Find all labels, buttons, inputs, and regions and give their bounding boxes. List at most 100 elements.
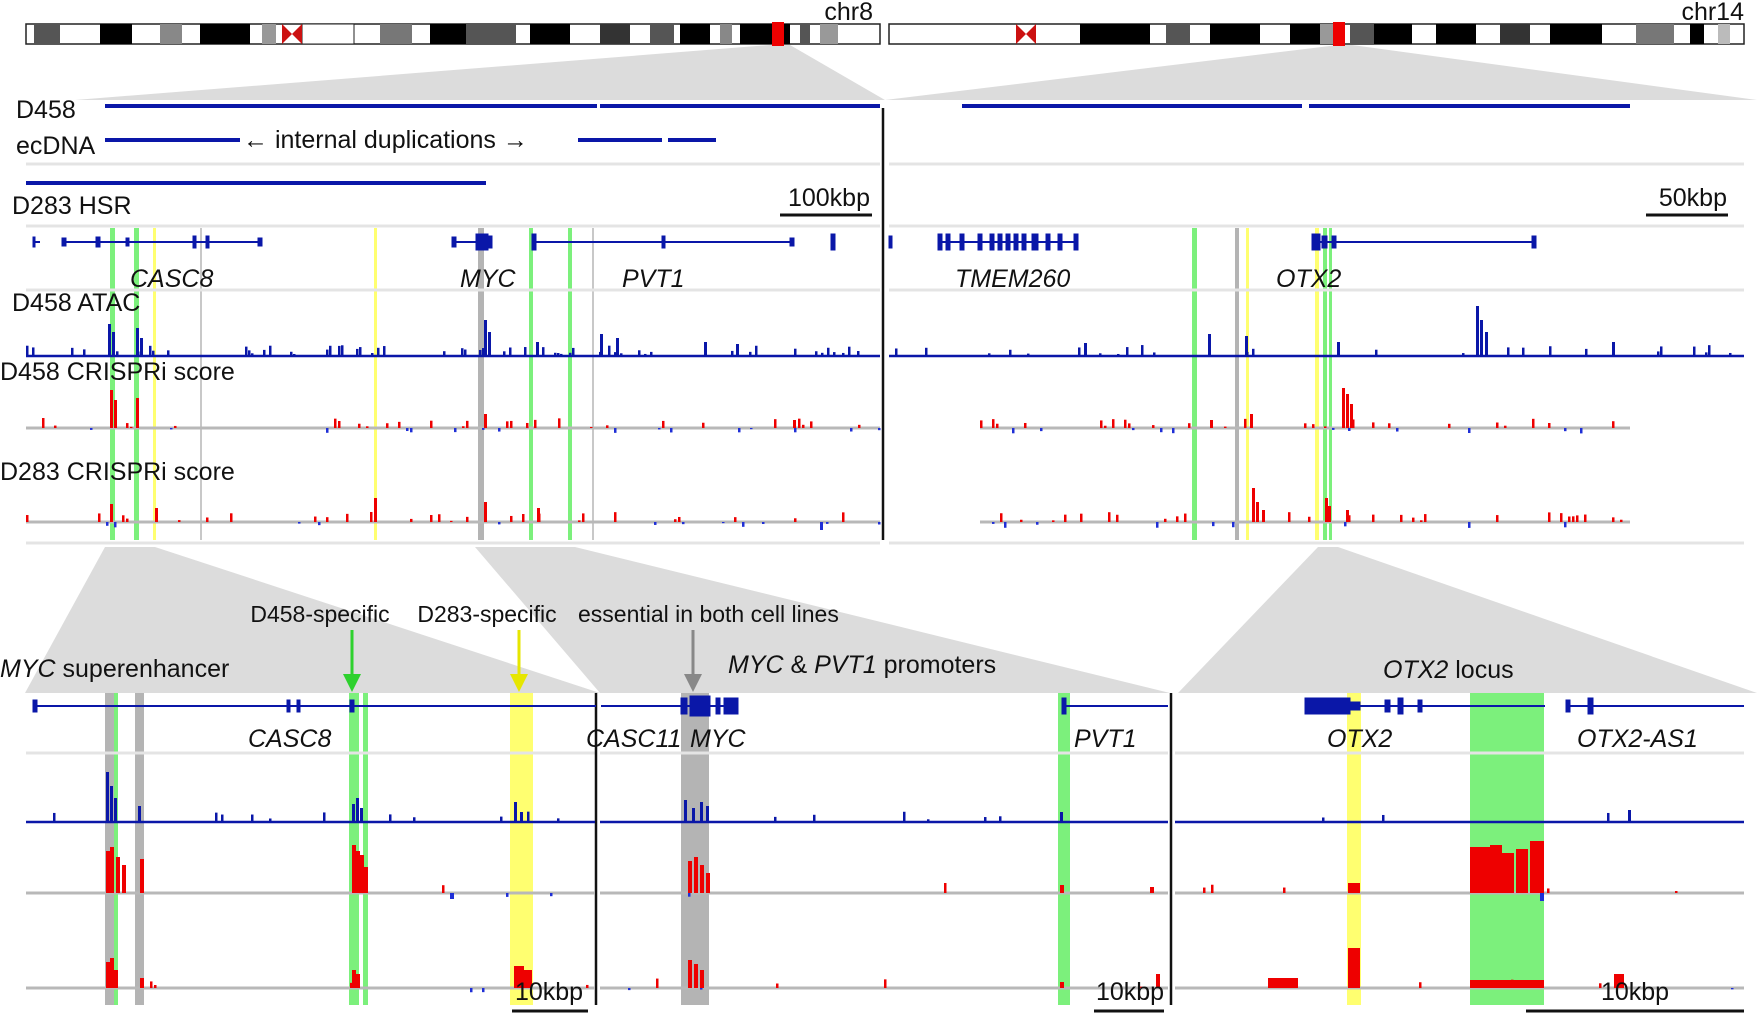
signal-bar bbox=[54, 425, 57, 428]
signal-bar bbox=[1420, 520, 1423, 522]
signal-bar bbox=[329, 345, 332, 356]
signal-bar bbox=[1078, 347, 1081, 356]
signal-bar bbox=[358, 423, 361, 428]
signal-bar bbox=[1548, 423, 1551, 428]
signal-bar bbox=[1060, 812, 1063, 822]
signal-bar bbox=[1104, 425, 1107, 428]
signal-bar bbox=[1084, 343, 1087, 356]
signal-bar bbox=[813, 814, 816, 822]
signal-bar bbox=[466, 516, 469, 522]
signal-bar bbox=[482, 348, 485, 356]
signal-bar bbox=[90, 428, 93, 430]
signal-bar bbox=[850, 428, 853, 432]
signal-bar bbox=[526, 422, 529, 428]
superenhancer-title: MYC superenhancer bbox=[0, 655, 229, 683]
signal-bar bbox=[206, 517, 209, 522]
signal-bar bbox=[479, 349, 482, 356]
signal-bar bbox=[230, 513, 233, 522]
signal-bar bbox=[126, 423, 129, 428]
zoom-genes bbox=[32, 695, 1744, 717]
top-track-separators bbox=[26, 162, 1744, 545]
signal-bar bbox=[1328, 506, 1331, 522]
signal-bar bbox=[352, 970, 356, 988]
signal-bar bbox=[371, 353, 374, 356]
signal-bar bbox=[150, 981, 153, 988]
signal-bar bbox=[1060, 982, 1064, 988]
signal-bar bbox=[750, 428, 753, 430]
signal-bar bbox=[980, 420, 983, 428]
signal-bar bbox=[461, 348, 464, 356]
signal-bar bbox=[466, 420, 469, 428]
zoom-gene-labels: CASC8 CASC11 MYC PVT1 OTX2 OTX2-AS1 bbox=[248, 725, 1698, 753]
signal-bar bbox=[503, 351, 506, 356]
signal-bar bbox=[251, 353, 254, 356]
signal-bar bbox=[794, 348, 797, 356]
signal-bar bbox=[245, 346, 248, 356]
signal-bar bbox=[848, 346, 851, 356]
scalebar-otx2: 10kbp bbox=[1526, 978, 1744, 1013]
signal-bar bbox=[108, 324, 111, 356]
signal-bar bbox=[884, 979, 887, 988]
signal-bar bbox=[1252, 488, 1255, 522]
signal-bar bbox=[992, 419, 995, 428]
signal-bar bbox=[136, 398, 139, 428]
signal-bar bbox=[140, 978, 144, 988]
signal-bar bbox=[694, 857, 698, 893]
signal-bar bbox=[1140, 986, 1143, 988]
signal-bar bbox=[110, 847, 114, 893]
signal-bar bbox=[26, 345, 29, 356]
signal-bar bbox=[1117, 353, 1120, 356]
signal-bar bbox=[462, 426, 465, 428]
signal-bar bbox=[1212, 522, 1215, 527]
amplicon-segments bbox=[26, 104, 1630, 185]
signal-bar bbox=[360, 855, 364, 893]
signal-bar bbox=[1547, 888, 1550, 893]
signal-bar bbox=[1731, 988, 1734, 990]
signal-bar bbox=[1346, 510, 1349, 522]
signal-bar bbox=[999, 816, 1002, 822]
signal-bar bbox=[1375, 349, 1378, 356]
signal-bar bbox=[106, 962, 110, 988]
signal-bar bbox=[110, 786, 113, 822]
signal-bar bbox=[413, 817, 416, 822]
signal-bar bbox=[794, 518, 797, 522]
signal-bar bbox=[1012, 428, 1015, 434]
signal-bar bbox=[1211, 884, 1214, 893]
zoom-funnel-superenhancer bbox=[25, 547, 600, 693]
signal-bar bbox=[430, 515, 433, 522]
signal-bar bbox=[1232, 522, 1235, 528]
label-d458: D458 bbox=[16, 96, 76, 124]
signal-bar bbox=[1516, 849, 1528, 893]
signal-bar bbox=[114, 522, 117, 528]
signal-bar bbox=[620, 353, 623, 356]
signal-bar bbox=[1564, 522, 1567, 528]
signal-bar bbox=[1224, 426, 1227, 428]
signal-bar bbox=[755, 345, 758, 356]
signal-bar bbox=[398, 421, 401, 428]
chr8-label: chr8 bbox=[824, 0, 873, 26]
chr14-highlight-band bbox=[1333, 22, 1345, 46]
signal-bar bbox=[1332, 428, 1335, 430]
signal-bar bbox=[542, 347, 545, 356]
signal-bar bbox=[638, 350, 641, 356]
scalebar-promoters: 10kbp bbox=[1094, 978, 1164, 1013]
signal-bar bbox=[406, 428, 409, 432]
signal-bar bbox=[524, 970, 532, 988]
signal-bar bbox=[984, 817, 987, 822]
signal-bar bbox=[694, 964, 698, 988]
signal-bar bbox=[798, 418, 801, 428]
signal-bar bbox=[572, 347, 575, 356]
signal-bar bbox=[248, 350, 251, 356]
signal-bar bbox=[1150, 887, 1154, 893]
signal-bar bbox=[1504, 425, 1507, 428]
signal-bar bbox=[738, 428, 741, 433]
chr8-ideogram: chr8 bbox=[25, 0, 881, 46]
signal-bar bbox=[269, 345, 272, 356]
signal-bar bbox=[1128, 423, 1131, 428]
signal-bar bbox=[386, 423, 389, 428]
signal-bar bbox=[1507, 347, 1510, 356]
top-highlight-lines bbox=[110, 228, 1332, 540]
signal-bar bbox=[334, 418, 337, 428]
signal-bar bbox=[944, 883, 947, 893]
